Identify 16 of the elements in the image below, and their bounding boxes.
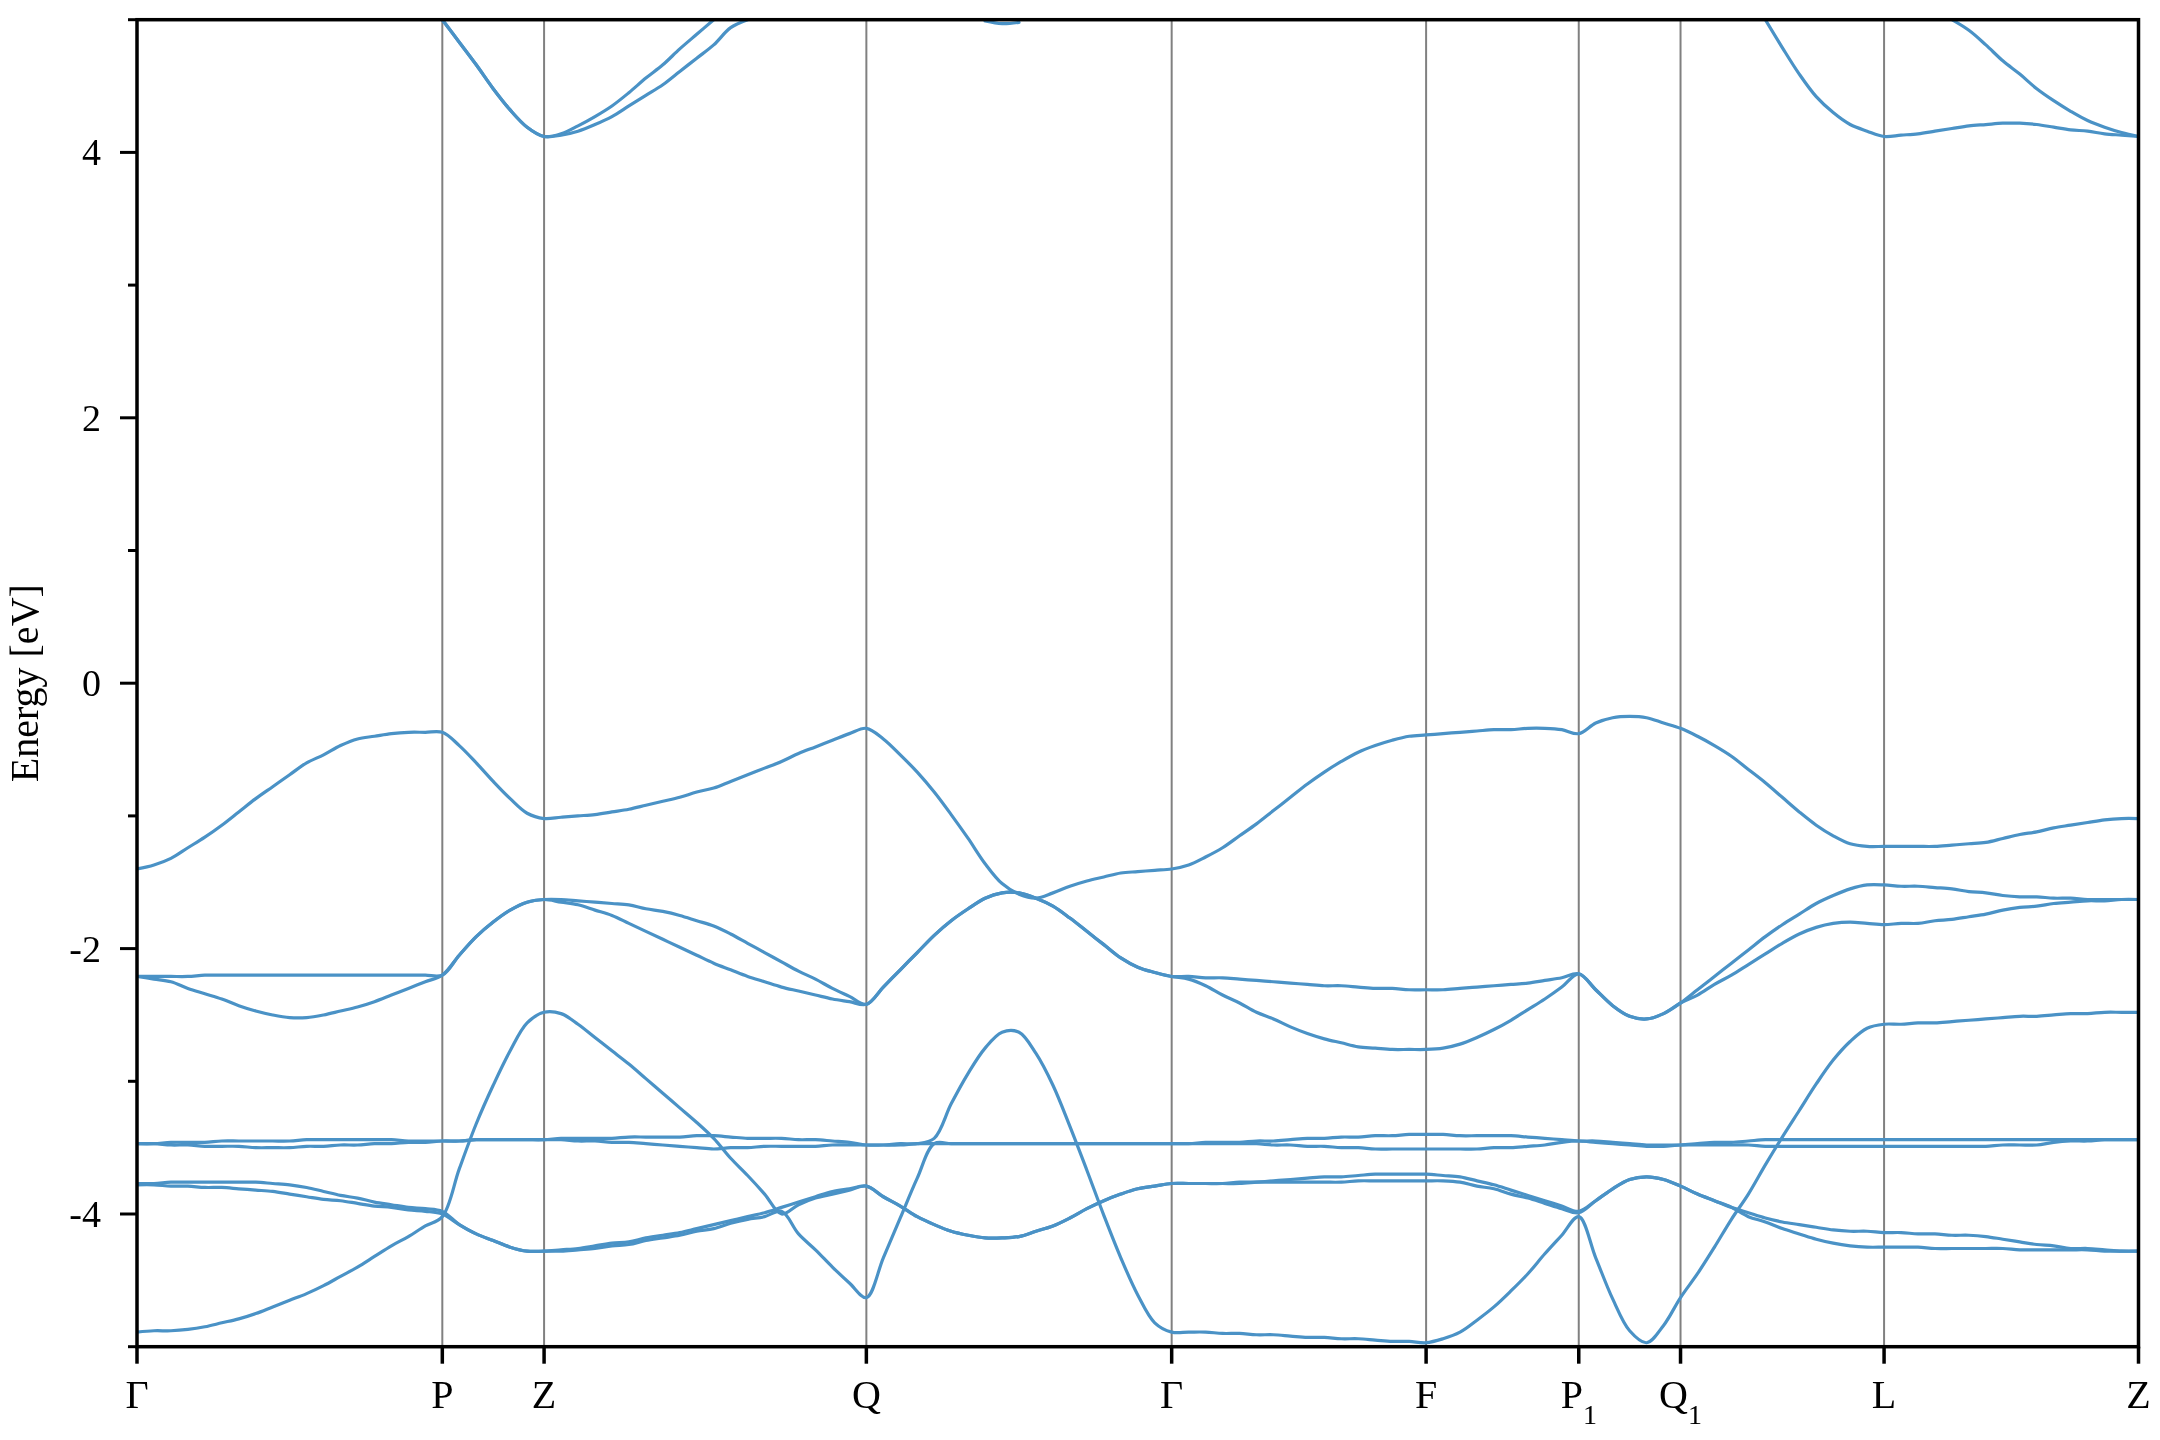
y-tick-label: -4	[69, 1193, 101, 1235]
x-tick-label: Q	[851, 1372, 881, 1417]
y-tick-label: 2	[82, 396, 101, 439]
y-tick-label: 4	[82, 131, 101, 174]
x-tick-label: Z	[531, 1372, 557, 1417]
x-tick-label: Z	[2126, 1372, 2151, 1417]
x-tick-label: Γ	[1160, 1372, 1184, 1417]
x-tick-label: L	[1871, 1372, 1897, 1417]
x-tick-label: F	[1414, 1372, 1438, 1417]
y-axis-title: Energy [eV]	[2, 584, 47, 783]
x-tick-label: P	[431, 1372, 454, 1417]
y-tick-label: -2	[69, 927, 101, 970]
x-tick-label: Q$_{1}$	[1659, 1372, 1702, 1430]
x-tick-label: P$_{1}$	[1560, 1372, 1597, 1430]
y-tick-label: 0	[82, 662, 101, 705]
x-tick-label: Γ	[125, 1372, 149, 1417]
